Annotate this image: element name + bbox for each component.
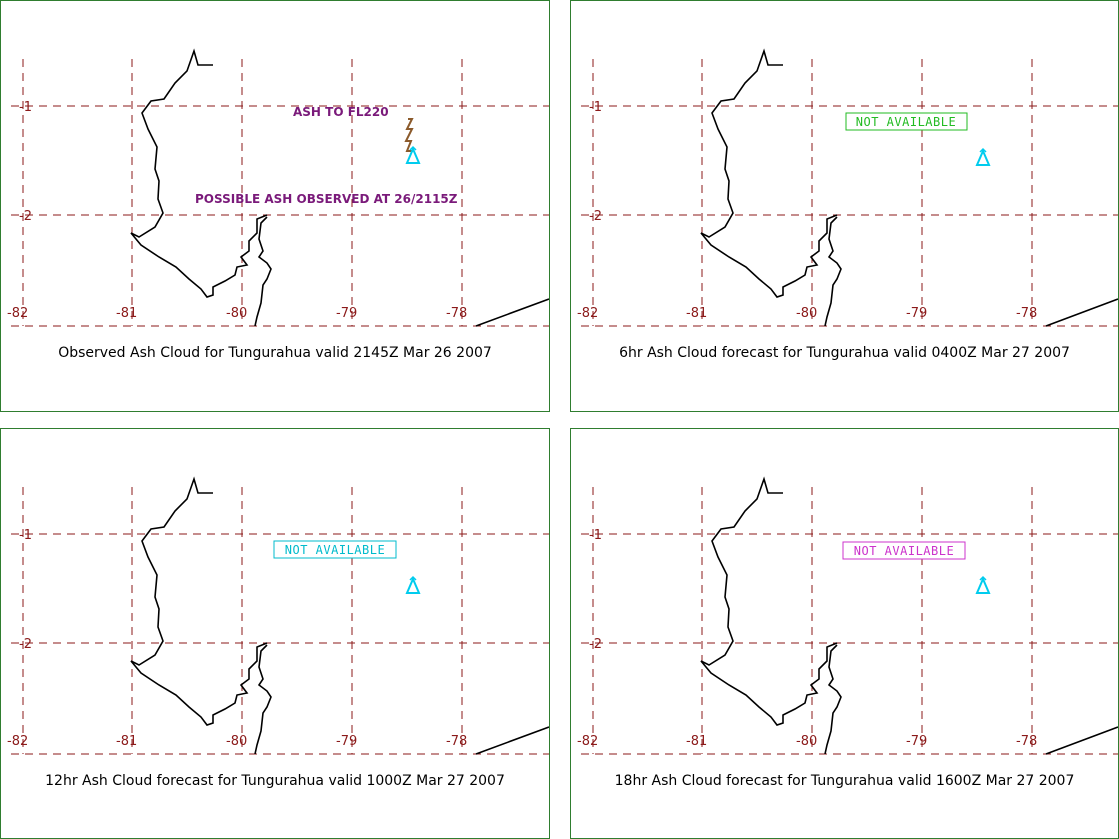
lon-label: -79: [336, 306, 357, 321]
not-available-label: NOT AVAILABLE: [285, 543, 385, 557]
lon-label: -78: [446, 734, 467, 749]
not-available-box: NOT AVAILABLE: [845, 112, 968, 131]
lat-label: -1: [589, 528, 602, 543]
lon-label: -82: [7, 734, 28, 749]
map-canvas: -82 -81 -80 -79 -78 -1 -2 NOT AVAILABLE: [7, 476, 549, 755]
lon-label: -82: [7, 306, 28, 321]
grid-lines: [11, 59, 549, 327]
lon-label: -79: [336, 734, 357, 749]
map-panel-12hr: -82 -81 -80 -79 -78 -1 -2 NOT AVAILABLE …: [0, 428, 550, 839]
ash-level-annotation: ASH TO FL220: [293, 105, 389, 119]
lat-label: -1: [589, 100, 602, 115]
lon-label: -79: [906, 306, 927, 321]
volcano-icon: [405, 145, 421, 164]
lon-label: -82: [577, 306, 598, 321]
panel-caption: 12hr Ash Cloud forecast for Tungurahua v…: [45, 773, 505, 789]
lat-tick-labels: -1 -2: [589, 528, 602, 652]
not-available-box: NOT AVAILABLE: [273, 540, 397, 559]
lat-tick-labels: -1 -2: [19, 100, 32, 224]
grid-lines: [581, 487, 1118, 755]
lat-label: -2: [19, 637, 32, 652]
lat-label: -1: [19, 528, 32, 543]
lon-label: -81: [116, 306, 137, 321]
not-available-label: NOT AVAILABLE: [854, 544, 954, 558]
lon-label: -78: [1016, 306, 1037, 321]
map-canvas: -82 -81 -80 -79 -78 -1 -2 ASH TO FL220 P…: [7, 48, 549, 327]
coastline: [130, 476, 549, 755]
map-panel-observed: -82 -81 -80 -79 -78 -1 -2 ASH TO FL220 P…: [0, 0, 550, 412]
grid-lines: [11, 487, 549, 755]
panel-caption: 6hr Ash Cloud forecast for Tungurahua va…: [619, 345, 1070, 361]
lon-label: -78: [1016, 734, 1037, 749]
lon-label: -81: [686, 734, 707, 749]
lat-label: -1: [19, 100, 32, 115]
ash-observed-annotation: POSSIBLE ASH OBSERVED AT 26/2115Z: [195, 192, 458, 206]
lon-label: -79: [906, 734, 927, 749]
lat-label: -2: [589, 637, 602, 652]
grid-lines: [581, 59, 1118, 327]
not-available-label: NOT AVAILABLE: [856, 115, 956, 129]
lon-label: -81: [686, 306, 707, 321]
map-canvas: -82 -81 -80 -79 -78 -1 -2 NOT AVAILABLE: [577, 48, 1118, 327]
panel-caption: Observed Ash Cloud for Tungurahua valid …: [58, 345, 492, 361]
lon-label: -80: [226, 306, 247, 321]
map-panel-18hr: -82 -81 -80 -79 -78 -1 -2 NOT AVAILABLE …: [570, 428, 1119, 839]
lon-tick-labels: -82 -81 -80 -79 -78: [7, 306, 467, 321]
lon-label: -81: [116, 734, 137, 749]
coastline: [130, 48, 549, 327]
lat-tick-labels: -1 -2: [19, 528, 32, 652]
panel-caption: 18hr Ash Cloud forecast for Tungurahua v…: [614, 773, 1075, 789]
volcano-icon: [975, 575, 991, 594]
lat-label: -2: [589, 209, 602, 224]
lon-label: -80: [796, 306, 817, 321]
lon-tick-labels: -82 -81 -80 -79 -78: [7, 734, 467, 749]
volcano-icon: [405, 575, 421, 594]
map-panel-6hr: -82 -81 -80 -79 -78 -1 -2 NOT AVAILABLE …: [570, 0, 1119, 412]
not-available-box: NOT AVAILABLE: [842, 541, 966, 560]
coastline: [700, 476, 1118, 755]
ash-cloud-marker: [404, 118, 414, 152]
lon-label: -78: [446, 306, 467, 321]
lon-label: -80: [796, 734, 817, 749]
coastline: [700, 48, 1118, 327]
lon-tick-labels: -82 -81 -80 -79 -78: [577, 306, 1037, 321]
lat-label: -2: [19, 209, 32, 224]
map-canvas: -82 -81 -80 -79 -78 -1 -2 NOT AVAILABLE: [577, 476, 1118, 755]
lon-label: -80: [226, 734, 247, 749]
lat-tick-labels: -1 -2: [589, 100, 602, 224]
volcano-icon: [975, 147, 991, 166]
lon-tick-labels: -82 -81 -80 -79 -78: [577, 734, 1037, 749]
lon-label: -82: [577, 734, 598, 749]
